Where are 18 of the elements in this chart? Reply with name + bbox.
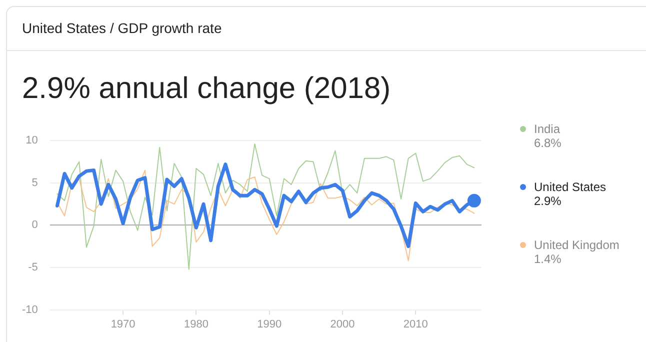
y-tick-label: -5: [28, 262, 38, 274]
text: 1.4%: [534, 252, 562, 266]
x-tick-label: 1990: [257, 318, 282, 330]
x-tick-label: 1970: [110, 318, 136, 330]
y-tick-label: 10: [26, 134, 38, 147]
chart-title: 2.9% annual change (2018): [22, 72, 391, 106]
x-tick-label: 2000: [330, 318, 355, 330]
legend-label: United Kingdom: [534, 238, 620, 252]
x-tick-label: 2010: [403, 318, 428, 330]
y-tick-label: 0: [32, 219, 38, 232]
chart-subtitle: United States / GDP growth rate: [22, 20, 222, 36]
legend-label: India: [534, 122, 562, 136]
y-tick-label: 5: [32, 176, 38, 189]
legend-label: United States: [534, 180, 608, 194]
text: 2.9%: [534, 194, 562, 208]
y-tick-label: -10: [22, 304, 38, 316]
x-tick-label: 1980: [184, 318, 208, 330]
text: 6.8%: [534, 136, 562, 150]
